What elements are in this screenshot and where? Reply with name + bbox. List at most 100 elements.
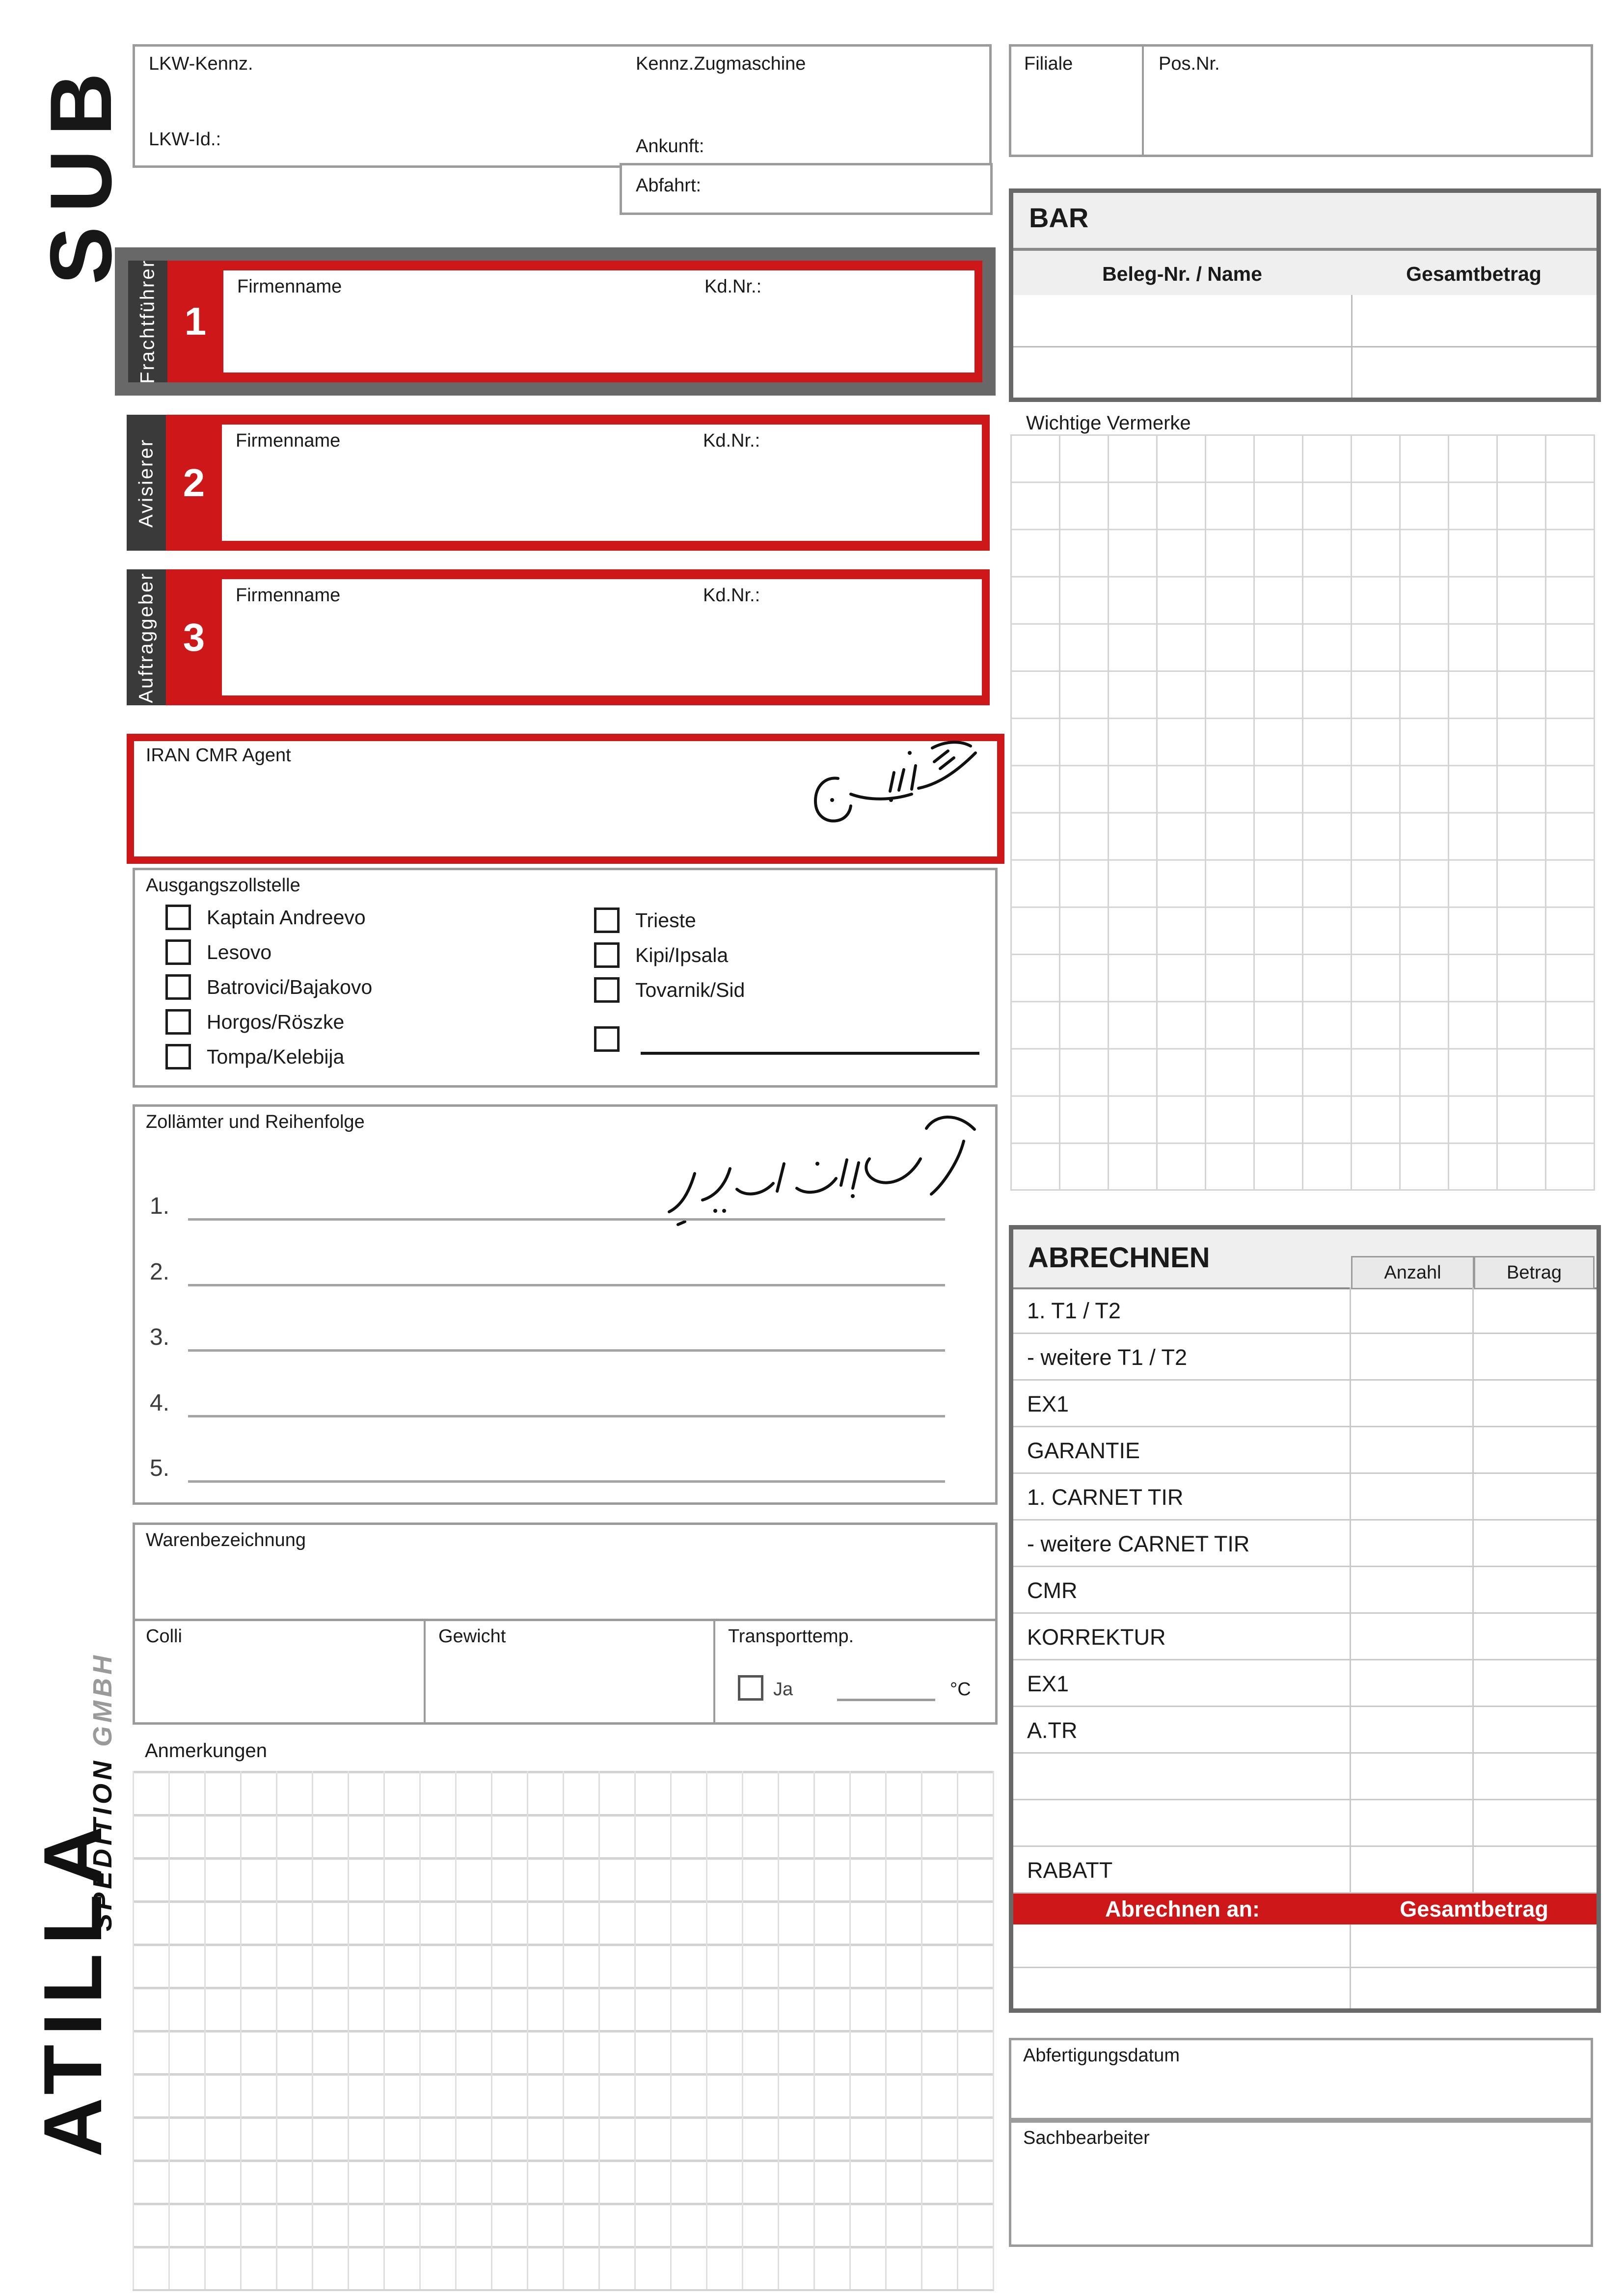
zollstelle-option[interactable]: Trieste	[594, 908, 745, 933]
abrechnen-row[interactable]: KORREKTUR	[1013, 1614, 1597, 1660]
avisierer-side-label: Avisierer	[127, 415, 166, 551]
zollamt-entry[interactable]: 4.	[135, 1389, 998, 1417]
abrechnen-row[interactable]: RABATT	[1013, 1847, 1597, 1894]
abrechnen-row[interactable]	[1013, 1800, 1597, 1847]
zollamt-entry[interactable]: 5.	[135, 1454, 998, 1483]
sachbearbeiter-label: Sachbearbeiter	[1023, 2128, 1150, 2148]
abrechnen-row-label: EX1	[1027, 1671, 1069, 1696]
colli-divider	[424, 1621, 426, 1722]
spedition-gmbh-logo: SPEDITION GMBH	[88, 1652, 117, 1931]
abrechnen-row[interactable]: A.TR	[1013, 1707, 1597, 1754]
checkbox-other[interactable]	[594, 1026, 620, 1052]
zollstelle-option[interactable]: Kaptain Andreevo	[165, 905, 372, 930]
checkbox[interactable]	[165, 905, 191, 930]
vermerke-label: Wichtige Vermerke	[1026, 412, 1191, 434]
iran-cmr-agent-label: IRAN CMR Agent	[146, 745, 291, 766]
checkbox[interactable]	[594, 942, 620, 968]
lkw-id-label: LKW-Id.:	[149, 129, 221, 150]
abrechnen-an-label: Abrechnen an:	[1105, 1896, 1260, 1922]
abfahrt-box[interactable]: Abfahrt:	[620, 163, 993, 215]
kdnr-label: Kd.Nr.:	[703, 430, 760, 451]
auftraggeber-fields[interactable]: Firmenname Kd.Nr.:	[222, 579, 982, 695]
abrechnen-betrag-divider	[1472, 1287, 1474, 1894]
firmenname-label: Firmenname	[236, 585, 341, 606]
checkbox-label: Tompa/Kelebija	[207, 1045, 345, 1068]
abrechnen-row[interactable]: GARANTIE	[1013, 1427, 1597, 1474]
zollamt-entry[interactable]: 3.	[135, 1323, 998, 1352]
bar-col-beleg: Beleg-Nr. / Name	[1102, 262, 1262, 285]
abrechnen-row[interactable]: 1. CARNET TIR	[1013, 1474, 1597, 1521]
checkbox[interactable]	[594, 977, 620, 1003]
sachbearbeiter-box[interactable]: Sachbearbeiter	[1009, 2120, 1593, 2247]
zollstelle-option[interactable]: Batrovici/Bajakovo	[165, 974, 373, 1000]
zollamt-entry[interactable]: 1.	[135, 1192, 998, 1221]
abrechnen-row[interactable]: - weitere CARNET TIR	[1013, 1521, 1597, 1567]
checkbox[interactable]	[165, 939, 191, 965]
ausgangszollstelle-box: Ausgangszollstelle Kaptain Andreevo Leso…	[133, 868, 998, 1088]
firmenname-label: Firmenname	[236, 430, 341, 451]
zollamt-entry[interactable]: 2.	[135, 1258, 998, 1286]
abrechnen-row[interactable]: EX1	[1013, 1381, 1597, 1427]
zollamt-rule[interactable]	[188, 1283, 945, 1286]
filiale-posnr-box[interactable]: Filiale Pos.Nr.	[1009, 44, 1593, 157]
zollstelle-option[interactable]: Horgos/Röszke	[165, 1009, 372, 1035]
zollamt-rule[interactable]	[188, 1218, 945, 1221]
abrechnen-row-label: KORREKTUR	[1027, 1625, 1166, 1650]
abrechnen-row-label: - weitere T1 / T2	[1027, 1345, 1187, 1370]
gewicht-label: Gewicht	[438, 1626, 506, 1647]
bar-separator	[1013, 248, 1597, 251]
abrechnen-row[interactable]: - weitere T1 / T2	[1013, 1334, 1597, 1381]
temp-ja-checkbox[interactable]	[738, 1675, 763, 1701]
vermerke-grid[interactable]	[1010, 434, 1595, 1191]
anmerkungen-grid[interactable]	[133, 1771, 994, 2291]
iran-cmr-agent-box[interactable]: IRAN CMR Agent	[127, 734, 1004, 864]
abrechnen-row-label: 1. T1 / T2	[1027, 1298, 1121, 1323]
abrechnen-footer-bar: Abrechnen an: Gesamtbetrag	[1013, 1894, 1597, 1924]
temp-value-line[interactable]	[837, 1680, 935, 1701]
auftraggeber-number: 3	[183, 615, 205, 659]
filiale-divider	[1142, 47, 1144, 155]
zollstelle-option[interactable]: Lesovo	[165, 939, 372, 965]
zollaemter-label: Zollämter und Reihenfolge	[146, 1112, 365, 1132]
checkbox[interactable]	[165, 1044, 191, 1069]
zollamt-rule[interactable]	[188, 1415, 945, 1417]
zollamt-rule[interactable]	[188, 1480, 945, 1483]
abrechnen-rows: 1. T1 / T2 - weitere T1 / T2 EX1 GARANTI…	[1013, 1287, 1597, 1894]
abrechnen-row[interactable]: EX1	[1013, 1660, 1597, 1707]
frachtfuehrer-fields[interactable]: Firmenname Kd.Nr.:	[223, 270, 974, 373]
abrechnen-row[interactable]: CMR	[1013, 1567, 1597, 1614]
abrechnen-row[interactable]: 1. T1 / T2	[1013, 1287, 1597, 1334]
zollstelle-option[interactable]: Kipi/Ipsala	[594, 942, 745, 968]
abrechnen-anzahl-divider	[1350, 1287, 1351, 1894]
checkbox[interactable]	[594, 908, 620, 933]
warenbezeichnung-box[interactable]: Warenbezeichnung	[133, 1522, 998, 1622]
checkbox-label: Horgos/Röszke	[207, 1010, 345, 1033]
checkbox-label: Tovarnik/Sid	[635, 978, 745, 1001]
celsius-label: °C	[950, 1679, 971, 1700]
bar-row-divider	[1013, 346, 1597, 347]
checkbox[interactable]	[165, 974, 191, 1000]
persian-handwriting-gomrok-bazargan-icon	[814, 741, 977, 823]
zollstelle-col1: Kaptain Andreevo Lesovo Batrovici/Bajako…	[165, 905, 373, 1080]
zollaemter-box: Zollämter und Reihenfolge 1.	[133, 1104, 998, 1505]
other-zollstelle-line[interactable]	[641, 1032, 979, 1055]
zollaemter-lines: 1. 2. 3. 4. 5.	[135, 1107, 995, 1502]
temp-ja-label: Ja	[773, 1679, 793, 1700]
anzahl-column-header: Anzahl	[1351, 1256, 1474, 1289]
abfertigungsdatum-box[interactable]: Abfertigungsdatum	[1009, 2038, 1593, 2120]
zollstelle-option[interactable]: Tovarnik/Sid	[594, 977, 745, 1003]
checkbox-label: Kaptain Andreevo	[207, 906, 366, 929]
frachtfuehrer-number: 1	[184, 299, 207, 343]
truck-info-box[interactable]: LKW-Kennz. Kennz.Zugmaschine LKW-Id.: An…	[133, 44, 992, 168]
abrechnen-row[interactable]	[1013, 1754, 1597, 1800]
checkbox-label: Batrovici/Bajakovo	[207, 975, 373, 998]
zollstelle-option[interactable]: Tompa/Kelebija	[165, 1044, 372, 1069]
frachtfuehrer-side-label: Frachtführer	[128, 259, 167, 384]
abrechnen-total-rows[interactable]	[1013, 1924, 1597, 2008]
zollamt-rule[interactable]	[188, 1349, 945, 1352]
bar-title: BAR	[1029, 202, 1089, 233]
bar-col-gesamtbetrag: Gesamtbetrag	[1406, 262, 1542, 285]
checkbox[interactable]	[165, 1009, 191, 1035]
avisierer-fields[interactable]: Firmenname Kd.Nr.:	[222, 425, 982, 541]
